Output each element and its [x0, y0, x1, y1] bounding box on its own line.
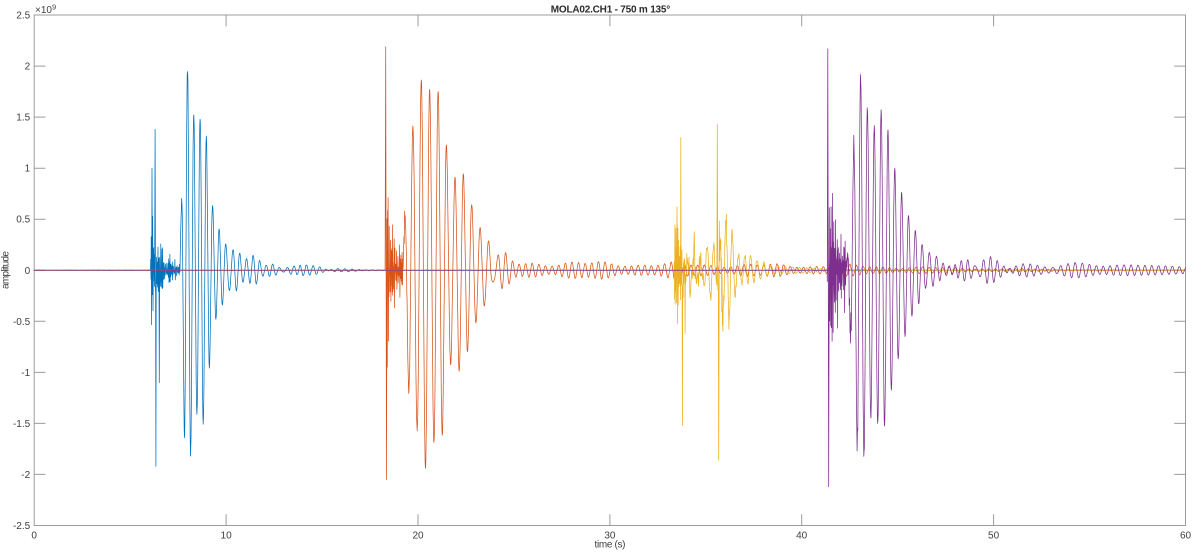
svg-text:10: 10: [221, 531, 233, 542]
svg-text:0: 0: [31, 531, 37, 542]
svg-text:amplitude: amplitude: [1, 251, 12, 289]
svg-text:-2.5: -2.5: [13, 521, 31, 532]
svg-text:0.5: 0.5: [16, 215, 30, 226]
svg-text:MOLA02.CH1 - 750 m 135°: MOLA02.CH1 - 750 m 135°: [551, 5, 671, 16]
svg-text:×109: ×109: [35, 3, 56, 17]
svg-text:40: 40: [796, 531, 808, 542]
svg-text:2: 2: [25, 62, 31, 73]
svg-text:30: 30: [604, 531, 616, 542]
svg-text:60: 60: [1180, 531, 1192, 542]
svg-text:20: 20: [412, 531, 424, 542]
svg-text:-0.5: -0.5: [13, 317, 31, 328]
svg-text:-2: -2: [21, 470, 30, 481]
svg-text:1.5: 1.5: [16, 113, 30, 124]
svg-text:50: 50: [988, 531, 1000, 542]
svg-text:2.5: 2.5: [16, 11, 30, 22]
svg-text:0: 0: [25, 266, 31, 277]
svg-text:-1.5: -1.5: [13, 419, 31, 430]
svg-text:1: 1: [25, 164, 31, 175]
svg-text:time (s): time (s): [595, 540, 626, 551]
svg-text:-1: -1: [21, 368, 30, 379]
